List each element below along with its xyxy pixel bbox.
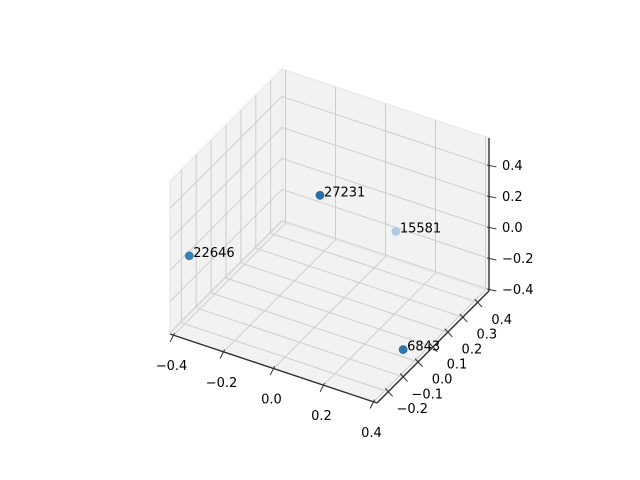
z-gridline-left-wall xyxy=(169,127,283,240)
y-tick-label: 0.2 xyxy=(462,343,483,358)
z-gridline-right-wall xyxy=(281,188,490,259)
y-tick xyxy=(414,358,423,367)
y-tick xyxy=(474,298,483,308)
z-gridline-left-wall xyxy=(169,220,283,333)
z-tick xyxy=(486,226,497,230)
y-tick xyxy=(384,388,394,397)
x-tick xyxy=(319,382,326,393)
z-gridline-left-wall xyxy=(169,189,283,302)
y-tick xyxy=(429,343,438,353)
scatter-point xyxy=(391,227,401,236)
z-tick-label: 0.4 xyxy=(502,159,523,174)
y-gridline-floor xyxy=(225,277,434,348)
x-tick xyxy=(269,366,276,376)
x-tick xyxy=(219,349,226,359)
y-tick xyxy=(444,328,453,338)
x-tick-label: 0.4 xyxy=(361,426,382,441)
y-tick-label: 0.1 xyxy=(447,358,468,373)
scatter-point xyxy=(315,190,325,200)
y-gridline-floor xyxy=(255,247,463,318)
y-tick xyxy=(459,313,468,323)
x-tick xyxy=(169,332,176,343)
z-tick xyxy=(486,164,497,168)
x-tick xyxy=(369,399,376,409)
scatter-point-label: 15581 xyxy=(400,222,441,237)
y-gridline-floor xyxy=(270,232,478,303)
y-tick-label: 0.0 xyxy=(432,372,453,387)
z-gridline-right-wall xyxy=(281,219,490,290)
x-tick-label: −0.4 xyxy=(156,359,188,374)
y-tick-label: 0.4 xyxy=(491,313,512,328)
z-tick-label: −0.2 xyxy=(502,252,534,267)
z-tick-label: −0.4 xyxy=(502,283,534,298)
z-tick-label: 0.2 xyxy=(502,190,523,205)
z-tick xyxy=(486,195,497,199)
x-tick-label: 0.2 xyxy=(311,409,332,424)
y-tick-label: −0.2 xyxy=(397,402,429,417)
z-gridline-right-wall xyxy=(281,95,490,166)
z-gridline-left-wall xyxy=(169,96,283,209)
scatter-point xyxy=(398,345,408,354)
z-tick-label: 0.0 xyxy=(502,221,523,236)
x-tick-label: 0.0 xyxy=(261,393,282,408)
y-gridline-floor xyxy=(210,292,419,363)
y-gridline-floor xyxy=(240,262,449,333)
scatter-point xyxy=(184,251,194,261)
z-tick xyxy=(486,257,497,261)
y-gridline-floor xyxy=(196,307,404,378)
scatter-point-label: 6843 xyxy=(407,340,440,355)
x-tick-label: −0.2 xyxy=(206,376,238,391)
y-gridline-floor xyxy=(181,322,389,393)
z-gridline-right-wall xyxy=(281,157,490,228)
y-tick xyxy=(399,373,408,382)
z-tick xyxy=(486,288,497,292)
y-tick-label: 0.3 xyxy=(476,328,497,343)
scatter-point-label: 27231 xyxy=(324,185,365,200)
scatter-point-label: 22646 xyxy=(193,246,234,261)
z-gridline-right-wall xyxy=(281,126,490,197)
y-tick-label: −0.1 xyxy=(411,387,443,402)
